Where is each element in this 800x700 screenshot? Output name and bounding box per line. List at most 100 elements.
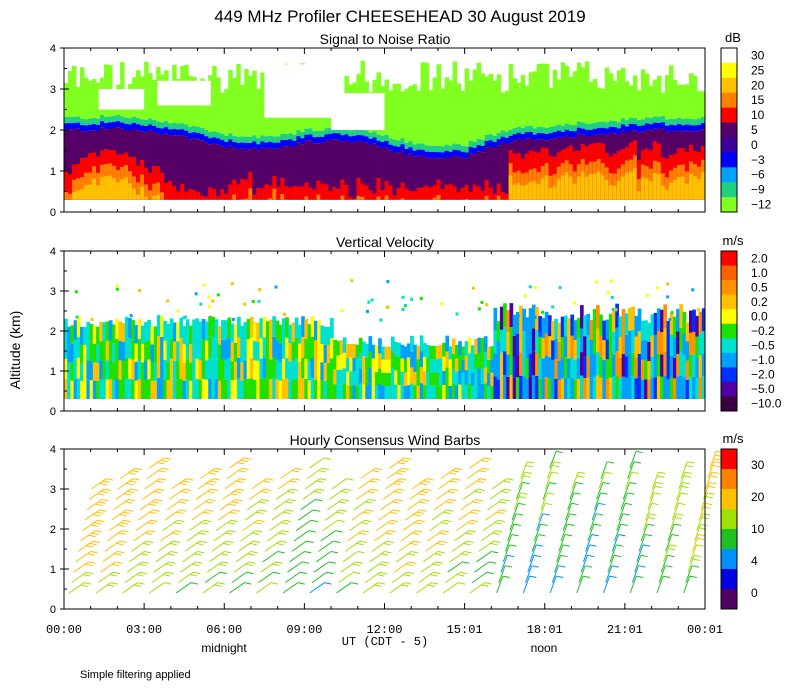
vv-cell xyxy=(323,344,328,363)
vv-cell xyxy=(67,326,71,345)
wind-barb xyxy=(226,467,243,480)
snr-column xyxy=(196,88,201,127)
vv-cell xyxy=(688,332,693,355)
snr-column xyxy=(256,88,261,139)
snr-column xyxy=(688,125,694,132)
snr-column xyxy=(656,174,662,200)
vv-cell xyxy=(567,378,571,399)
wind-barb-flag xyxy=(398,470,406,473)
vv-cell xyxy=(547,378,552,399)
snr-column xyxy=(244,136,249,143)
snr-column xyxy=(412,156,418,200)
wind-barb xyxy=(640,523,648,542)
vv-cell xyxy=(350,279,354,283)
snr-column xyxy=(152,183,157,200)
vv-cell xyxy=(294,378,299,399)
colorbar: 2.01.00.50.20.0−0.2−0.5−1.0−2.0−5.0−10.0… xyxy=(720,233,782,412)
wind-barb-flag xyxy=(206,509,214,512)
snr-column xyxy=(484,195,490,200)
snr-column xyxy=(672,119,678,126)
y-tick-label: 1 xyxy=(50,366,56,378)
snr-column xyxy=(180,183,185,200)
vv-cell xyxy=(397,342,402,357)
vv-cell xyxy=(596,328,600,353)
snr-column xyxy=(216,77,221,133)
snr-column xyxy=(204,142,209,200)
wind-barb xyxy=(353,499,370,511)
wind-barb xyxy=(525,565,533,583)
wind-barb-flag xyxy=(103,488,111,491)
vv-cell xyxy=(99,379,103,399)
wind-barb xyxy=(282,582,299,594)
vv-cell xyxy=(179,358,184,379)
snr-gap xyxy=(98,89,145,110)
vv-cell xyxy=(349,357,353,372)
wind-barb-flag xyxy=(482,467,490,471)
snr-column xyxy=(256,187,261,200)
vv-cell xyxy=(307,380,312,399)
wind-barb xyxy=(396,551,412,563)
wind-barb xyxy=(603,575,611,594)
vv-cell xyxy=(384,359,389,373)
vv-cell xyxy=(669,377,674,399)
snr-column xyxy=(248,188,253,200)
vv-cell xyxy=(128,338,132,359)
snr-column xyxy=(548,175,554,200)
vv-cell xyxy=(653,377,658,399)
wind-barb-flag xyxy=(260,490,268,494)
vv-cell xyxy=(390,336,395,353)
colorbar-swatch xyxy=(721,338,737,354)
wind-barb-flag xyxy=(424,488,432,491)
snr-column xyxy=(272,176,277,200)
vv-cell xyxy=(477,368,482,384)
vv-cell xyxy=(96,344,100,363)
wind-barb xyxy=(438,478,454,490)
vv-cell xyxy=(137,379,142,399)
vv-cell xyxy=(153,344,158,363)
wind-barb-flag xyxy=(324,582,332,585)
snr-column xyxy=(600,175,606,200)
vv-cell xyxy=(274,285,278,289)
snr-column xyxy=(172,186,177,200)
wind-barb xyxy=(598,471,606,490)
vv-cell xyxy=(224,359,228,380)
wind-barb-flag xyxy=(587,554,595,558)
snr-column xyxy=(136,194,141,200)
snr-column xyxy=(636,191,642,200)
vv-cell xyxy=(278,343,283,362)
vv-cell xyxy=(365,343,369,358)
vv-cell xyxy=(365,385,369,399)
snr-column xyxy=(240,84,245,137)
wind-barb xyxy=(449,551,465,563)
wind-barb-flag xyxy=(400,459,409,463)
vv-cell xyxy=(80,362,84,381)
vv-cell xyxy=(397,370,402,385)
vv-cell xyxy=(227,317,232,338)
snr-column xyxy=(532,134,538,141)
vv-cell xyxy=(76,316,81,338)
vv-cell xyxy=(367,300,371,304)
snr-column xyxy=(628,171,634,200)
vv-cell xyxy=(297,325,302,344)
wind-barb-flag xyxy=(123,519,132,523)
vv-cell xyxy=(455,344,459,359)
wind-barb xyxy=(660,555,668,573)
vv-cell xyxy=(150,344,155,363)
vv-cell xyxy=(432,385,437,399)
vv-cell xyxy=(269,339,273,360)
wind-barb xyxy=(160,530,176,542)
vv-cell xyxy=(669,355,674,378)
vv-cell xyxy=(413,385,418,399)
wind-barb xyxy=(411,478,427,490)
snr-column xyxy=(452,155,458,200)
wind-barb-flag xyxy=(419,509,428,512)
wind-barb-flag xyxy=(556,575,564,578)
vv-cell xyxy=(676,353,680,377)
vv-cell xyxy=(685,360,690,380)
wind-barb xyxy=(178,571,194,584)
wind-barb-flag xyxy=(503,480,511,483)
wind-barb xyxy=(311,571,327,584)
snr-column xyxy=(652,173,658,200)
vv-cell xyxy=(182,362,187,381)
snr-column xyxy=(700,91,706,117)
